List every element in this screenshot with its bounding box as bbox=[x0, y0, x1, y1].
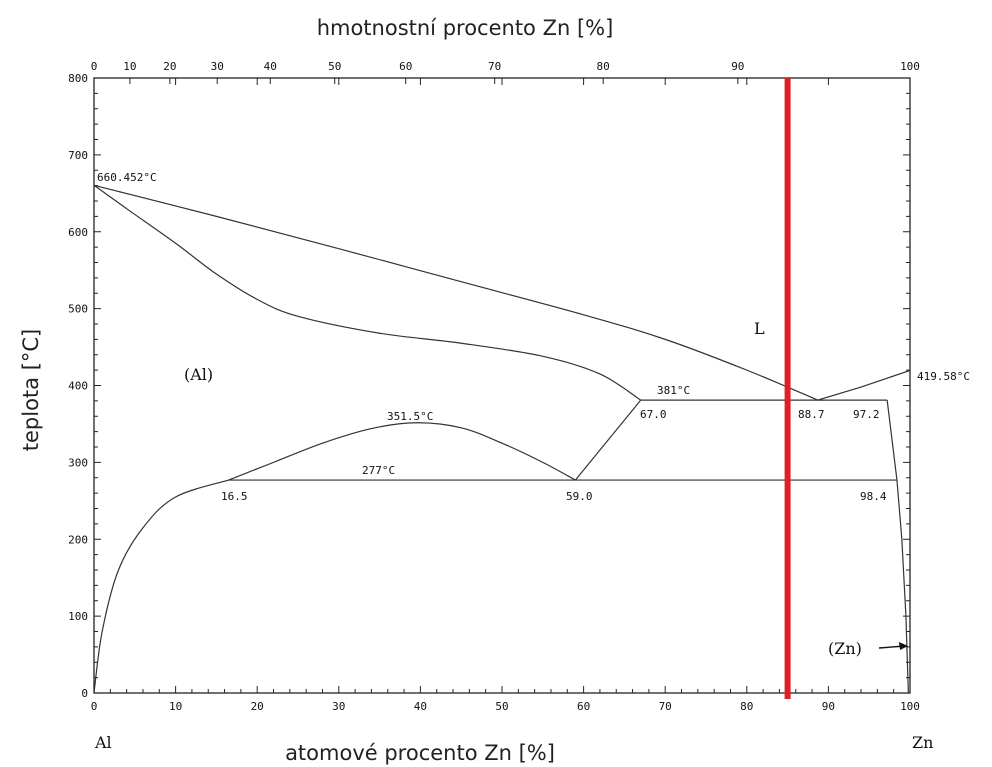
x2-tick-label: 50 bbox=[328, 60, 341, 73]
eutectoid-link-line bbox=[574, 399, 642, 481]
x2-tick-label: 100 bbox=[900, 60, 920, 73]
solidus-curve bbox=[93, 184, 642, 401]
y-axis: 0 100 200 300 400 500 600 700 800 bbox=[68, 72, 910, 700]
x-tick-label: 10 bbox=[169, 700, 182, 713]
x2-tick-label: 70 bbox=[488, 60, 501, 73]
x2-tick-label: 10 bbox=[123, 60, 136, 73]
phase-al-label: (Al) bbox=[184, 365, 213, 384]
al-melting-label: 660.452°C bbox=[97, 171, 157, 184]
y-tick-label: 400 bbox=[68, 380, 88, 393]
x2-tick-label: 60 bbox=[399, 60, 412, 73]
x-tick-label: 20 bbox=[251, 700, 264, 713]
bottom-axis: 0 10 20 30 40 50 60 70 80 90 100 bbox=[91, 78, 920, 713]
y-tick-label: 600 bbox=[68, 226, 88, 239]
y-tick-label: 200 bbox=[68, 533, 88, 546]
phase-liquid-label: L bbox=[754, 319, 765, 338]
x-tick-label: 30 bbox=[332, 700, 345, 713]
y-axis-title: teplota [°C] bbox=[19, 329, 43, 452]
x2-tick-label: 30 bbox=[211, 60, 224, 73]
liquidus-curve bbox=[93, 184, 911, 401]
zn-label: Zn bbox=[912, 733, 933, 752]
miscibility-gap-curve bbox=[228, 422, 576, 481]
y-tick-label: 800 bbox=[68, 72, 88, 85]
top-axis-title: hmotnostní procento Zn [%] bbox=[317, 16, 614, 40]
x2-tick-label: 20 bbox=[163, 60, 176, 73]
y-tick-label: 300 bbox=[68, 456, 88, 469]
al-label: Al bbox=[94, 733, 112, 752]
eutectic-temp-label: 381°C bbox=[657, 384, 690, 397]
x-tick-label: 0 bbox=[91, 700, 98, 713]
monotectoid-temp-label: 277°C bbox=[362, 464, 395, 477]
x-tick-label: 60 bbox=[577, 700, 590, 713]
phase-zn-arrowhead bbox=[899, 642, 908, 650]
y-tick-label: 0 bbox=[81, 687, 88, 700]
al-solvus-curve bbox=[93, 479, 229, 694]
zn-melting-label: 419.58°C bbox=[917, 370, 970, 383]
composition-165-label: 16.5 bbox=[221, 490, 248, 503]
bottom-axis-title: atomové procento Zn [%] bbox=[285, 741, 555, 765]
zn-solvus-curve bbox=[886, 400, 909, 694]
composition-972-label: 97.2 bbox=[853, 408, 880, 421]
phase-zn-label: (Zn) bbox=[828, 639, 862, 658]
x2-tick-label: 80 bbox=[597, 60, 610, 73]
x-tick-label: 80 bbox=[740, 700, 753, 713]
y-tick-label: 700 bbox=[68, 149, 88, 162]
y-tick-label: 100 bbox=[68, 610, 88, 623]
x-tick-label: 70 bbox=[659, 700, 672, 713]
x-tick-label: 100 bbox=[900, 700, 920, 713]
x2-tick-label: 0 bbox=[91, 60, 98, 73]
miscibility-peak-label: 351.5°C bbox=[387, 410, 433, 423]
x-tick-label: 90 bbox=[822, 700, 835, 713]
y-tick-label: 500 bbox=[68, 303, 88, 316]
x-tick-label: 50 bbox=[495, 700, 508, 713]
top-axis: 0 10 20 30 40 50 60 70 80 90 100 bbox=[91, 60, 920, 84]
composition-590-label: 59.0 bbox=[566, 490, 593, 503]
composition-67-label: 67.0 bbox=[640, 408, 667, 421]
x-tick-label: 40 bbox=[414, 700, 427, 713]
composition-984-label: 98.4 bbox=[860, 490, 887, 503]
x2-tick-label: 40 bbox=[264, 60, 277, 73]
x2-tick-label: 90 bbox=[731, 60, 744, 73]
composition-887-label: 88.7 bbox=[798, 408, 825, 421]
